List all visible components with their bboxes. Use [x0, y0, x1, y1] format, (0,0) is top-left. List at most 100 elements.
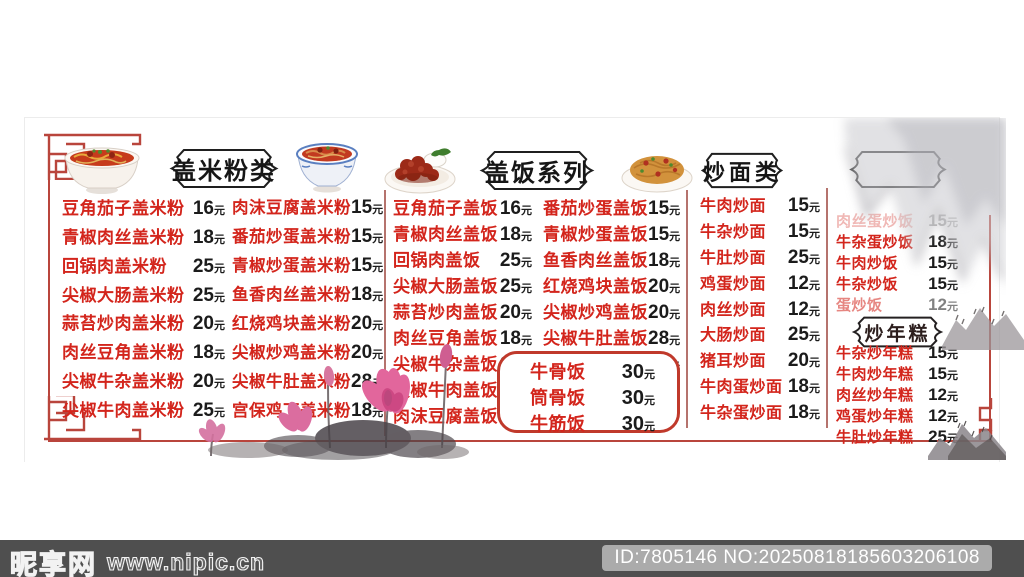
menu-item-row: 蛋炒饭 12元: [836, 294, 958, 315]
dish-price: 25元: [193, 285, 225, 307]
dish-price: 20元: [788, 350, 820, 372]
dish-price: 12元: [788, 299, 820, 321]
dish-price: 18元: [788, 376, 820, 398]
price-number: 12: [928, 406, 947, 425]
menu-item-row: 番茄炒蛋盖饭 15元: [543, 194, 680, 220]
dish-price: 15元: [351, 226, 383, 248]
dish-name: 蒜苔炒肉盖米粉: [62, 314, 185, 334]
menu-item-row: 牛肚炒面 25元: [700, 244, 820, 269]
dish-name: 红烧鸡块盖饭: [543, 277, 648, 296]
dish-price: 25元: [928, 427, 958, 447]
price-unit: 元: [809, 383, 820, 396]
dish-name: 牛杂蛋炒饭: [836, 234, 914, 251]
dish-name: 番茄炒蛋盖米粉: [232, 228, 351, 246]
dish-name: 牛肚炒面: [700, 249, 767, 267]
column-divider: [826, 188, 828, 428]
dish-price: 16元: [193, 198, 225, 220]
price-unit: 元: [372, 233, 384, 245]
price-number: 25: [928, 427, 947, 446]
price-unit: 元: [669, 283, 681, 295]
price-unit: 元: [947, 259, 958, 271]
dish-price: 18元: [500, 328, 532, 350]
watermark-left: 昵享网 www.nipic.cn: [9, 543, 266, 577]
dish-name: 牛肉炒饭: [836, 255, 899, 272]
dish-price: 12元: [788, 273, 820, 295]
dish-name: 青椒炒蛋盖米粉: [232, 257, 351, 275]
price-unit: 元: [669, 309, 681, 321]
dish-name: 鸡蛋炒年糕: [836, 408, 914, 425]
price-number: 30: [621, 361, 644, 383]
price-number: 16: [192, 198, 214, 219]
dish-name: 牛肉炒年糕: [836, 366, 914, 383]
menu-item-row: 牛肉炒年糕 15元: [836, 363, 958, 384]
dish-price: 15元: [648, 224, 680, 246]
section-title: 炒年糕: [864, 323, 931, 345]
dish-name: 肉丝蛋炒饭: [836, 213, 914, 230]
price-unit: 元: [372, 291, 384, 303]
rice-cake-column: 牛杂炒年糕 15元 牛肉炒年糕 15元 肉丝炒年糕 12元 鸡蛋炒年糕 12元 …: [836, 342, 958, 446]
dish-price: 12元: [928, 406, 958, 426]
dish-name: 青椒炒蛋盖饭: [543, 225, 648, 244]
dish-name: 尖椒大肠盖饭: [393, 277, 498, 296]
price-number: 18: [787, 402, 809, 423]
price-unit: 元: [372, 349, 384, 361]
dish-name: 番茄炒蛋盖饭: [543, 199, 648, 218]
price-number: 12: [928, 295, 947, 314]
menu-item-row: 尖椒牛肚盖饭 28元: [543, 324, 680, 350]
menu-item-row: 牛肚炒年糕 25元: [836, 426, 958, 447]
dish-price: 15元: [351, 255, 383, 277]
dish-price: 16元: [500, 198, 532, 220]
dish-price: 20元: [500, 302, 532, 324]
watermark-site-url: www.nipic.cn: [106, 548, 266, 575]
price-unit: 元: [947, 301, 958, 313]
dish-name: 牛肉炒面: [700, 198, 767, 215]
dish-name: 牛肚炒年糕: [836, 429, 914, 446]
price-number: 25: [787, 246, 809, 268]
price-unit: 元: [809, 357, 820, 370]
dish-price: 18元: [193, 227, 225, 249]
price-number: 15: [928, 274, 947, 293]
menu-item-row: 尖椒炒鸡盖饭 20元: [543, 298, 680, 324]
menu-item-row: 青椒炒蛋盖米粉 15元: [232, 252, 383, 277]
menu-item-row: 肉丝豆角盖米粉 18元: [62, 338, 225, 364]
price-unit: 元: [214, 291, 225, 304]
dish-price: 18元: [351, 400, 383, 422]
price-number: 25: [499, 276, 521, 297]
price-unit: 元: [214, 262, 225, 275]
menu-item-row: 豆角茄子盖米粉 16元: [62, 194, 225, 220]
dish-price: 25元: [500, 276, 532, 298]
menu-item-row: 蒜苔炒肉盖饭 20元: [393, 298, 532, 324]
dish-price: 18元: [500, 224, 532, 246]
dish-price: 15元: [788, 221, 820, 243]
price-number: 18: [928, 232, 947, 251]
menu-item-row: 尖椒牛肉盖米粉 25元: [62, 396, 225, 422]
section-header-rice-cake: 炒年糕: [851, 316, 944, 348]
price-unit: 元: [214, 320, 225, 333]
dish-name: 牛杂蛋炒面: [700, 405, 783, 422]
price-unit: 元: [947, 238, 958, 250]
menu-item-row: 肉丝炒面 12元: [700, 296, 820, 321]
price-unit: 元: [521, 335, 532, 347]
dish-price: 25元: [788, 247, 820, 269]
frame-corner-top-left-ornament: [44, 133, 142, 180]
menu-item-row: 回锅肉盖米粉 25元: [62, 252, 225, 278]
price-number: 18: [787, 376, 809, 398]
menu-item-row: 尖椒大肠盖米粉 25元: [62, 281, 225, 307]
dish-name: 蛋炒饭: [836, 297, 883, 314]
dish-name: 肉沫豆腐盖饭: [393, 407, 498, 426]
frame-left-line: [48, 176, 50, 410]
dish-price: 20元: [193, 313, 225, 335]
section-title: 盖饭系列: [485, 160, 589, 187]
dish-name: 牛筋饭: [530, 414, 586, 434]
dish-name: 宫保鸡丁盖米粉: [232, 402, 351, 420]
section-header-fried-noodle: 炒面类: [700, 152, 784, 189]
price-number: 20: [648, 302, 670, 323]
dish-name: 尖椒牛杂盖饭: [393, 355, 498, 374]
price-unit: 元: [372, 378, 384, 390]
price-unit: 元: [372, 204, 384, 216]
price-unit: 元: [372, 320, 384, 332]
menu-item-row: 肉沫豆腐盖米粉 15元: [232, 194, 384, 219]
dish-price: 15元: [648, 198, 680, 220]
dish-price: 18元: [351, 284, 383, 306]
